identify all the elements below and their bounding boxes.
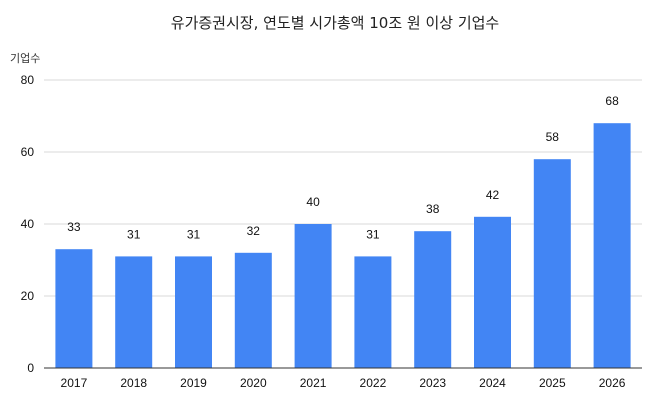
x-tick-label-2026: 2026 bbox=[599, 376, 626, 390]
data-label-2026: 68 bbox=[605, 94, 619, 108]
data-label-2023: 38 bbox=[426, 202, 440, 216]
x-tick-label-2024: 2024 bbox=[479, 376, 506, 390]
data-label-2021: 40 bbox=[306, 195, 320, 209]
y-tick-label: 60 bbox=[21, 145, 35, 159]
y-tick-label: 80 bbox=[21, 73, 35, 87]
y-tick-label: 40 bbox=[21, 217, 35, 231]
data-label-2022: 31 bbox=[366, 227, 380, 241]
y-axis-label: 기업수 bbox=[10, 52, 41, 65]
x-tick-label-2025: 2025 bbox=[539, 376, 566, 390]
bar-series bbox=[55, 123, 631, 368]
bar-2018 bbox=[115, 256, 153, 368]
bar-2023 bbox=[414, 231, 452, 368]
y-tick-label: 20 bbox=[21, 289, 35, 303]
y-axis-ticks: 0 20 40 60 80 bbox=[21, 73, 35, 375]
bar-2024 bbox=[474, 216, 511, 368]
y-tick-label: 0 bbox=[27, 361, 34, 375]
bar-2019 bbox=[175, 256, 212, 368]
data-label-2025: 58 bbox=[546, 130, 560, 144]
x-tick-label-2023: 2023 bbox=[419, 376, 446, 390]
bar-2017 bbox=[55, 249, 93, 368]
x-tick-label-2020: 2020 bbox=[240, 376, 267, 390]
bar-2025 bbox=[533, 159, 571, 368]
data-labels: 33 31 31 32 40 31 38 42 58 68 bbox=[67, 94, 619, 241]
data-label-2018: 31 bbox=[127, 227, 141, 241]
data-label-2017: 33 bbox=[67, 220, 81, 234]
bar-2020 bbox=[234, 252, 272, 368]
data-label-2019: 31 bbox=[187, 227, 201, 241]
x-tick-label-2019: 2019 bbox=[180, 376, 207, 390]
bar-2021 bbox=[294, 224, 332, 368]
bar-2026 bbox=[593, 123, 631, 368]
bar-2022 bbox=[354, 256, 392, 368]
chart-title: 유가증권시장, 연도별 시가총액 10조 원 이상 기업수 bbox=[170, 14, 500, 32]
data-label-2020: 32 bbox=[247, 224, 261, 238]
x-tick-label-2022: 2022 bbox=[360, 376, 387, 390]
x-tick-label-2021: 2021 bbox=[300, 376, 327, 390]
x-axis-ticks: 2017 2018 2019 2020 2021 2022 2023 2024 2025 2026 bbox=[61, 376, 626, 390]
x-tick-label-2017: 2017 bbox=[61, 376, 88, 390]
x-tick-label-2018: 2018 bbox=[120, 376, 147, 390]
data-label-2024: 42 bbox=[486, 188, 500, 202]
